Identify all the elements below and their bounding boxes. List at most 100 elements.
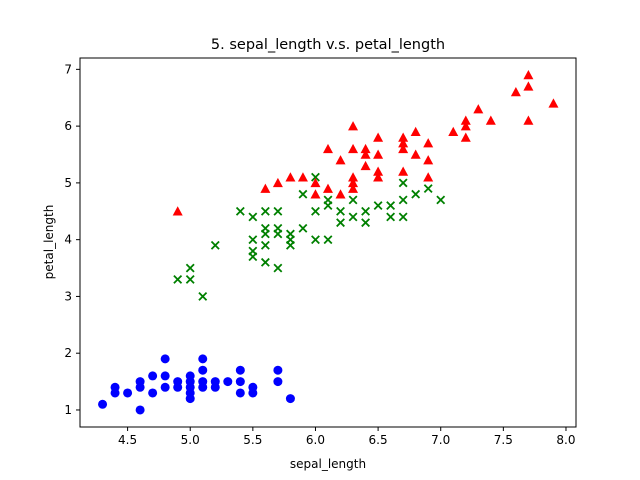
data-point-x [198,291,208,301]
data-point-triangle [272,177,283,188]
data-point-x [323,235,333,245]
data-point-triangle [423,138,434,148]
x-tick-label: 7.5 [494,433,513,447]
data-point-circle [160,371,170,381]
data-point-x [235,206,245,216]
y-axis-label: petal_length [42,205,56,280]
data-point-triangle [373,132,384,142]
x-tick-label: 6.5 [369,433,388,447]
data-point-x [336,218,345,228]
x-tick-label: 6.0 [306,433,325,447]
data-point-x [311,206,320,216]
series-1 [173,172,446,301]
data-point-x [185,263,195,273]
data-point-triangle [348,172,359,182]
plot-marks [98,70,559,415]
data-point-triangle [398,166,409,176]
data-point-x [248,246,258,256]
data-point-circle [198,365,208,375]
data-point-x [398,195,408,205]
y-tick-label: 5 [64,176,72,190]
data-point-x [260,223,270,233]
data-point-circle [148,371,158,381]
data-point-x [436,195,446,205]
data-point-triangle [310,189,321,199]
data-point-triangle [448,126,459,137]
data-point-triangle [348,183,359,193]
x-tick-label: 8.0 [556,433,575,447]
data-point-circle [110,382,120,392]
data-point-circle [135,377,145,387]
data-point-circle [185,371,195,381]
data-point-triangle [548,98,559,108]
data-point-x [260,240,270,250]
data-point-triangle [460,132,471,142]
series-0 [98,354,295,415]
data-point-x [336,206,345,216]
data-point-triangle [523,115,534,125]
data-point-triangle [335,189,346,199]
data-point-triangle [423,172,434,182]
y-tick-label: 1 [64,403,72,417]
data-point-circle [135,405,145,415]
y-tick-label: 4 [64,233,72,247]
data-point-triangle [398,143,409,154]
data-point-triangle [297,172,308,182]
data-point-circle [173,377,183,387]
data-point-triangle [410,149,421,159]
data-point-x [373,201,383,211]
data-point-circle [223,377,233,387]
x-axis-ticks: 4.5 5.0 5.5 6.0 6.5 7.0 7.5 8.0 [118,427,576,447]
data-point-triangle [323,183,333,193]
data-point-triangle [373,166,384,176]
data-point-circle [248,382,258,392]
data-point-x [361,218,371,228]
data-point-triangle [323,143,333,154]
data-point-triangle [523,81,534,91]
data-point-x [185,274,195,284]
data-point-x [248,212,258,222]
data-point-triangle [348,143,359,154]
data-point-x [423,184,433,194]
data-point-circle [148,388,158,398]
data-point-x [273,263,283,273]
data-point-triangle [398,132,409,142]
data-point-triangle [423,155,434,165]
y-tick-label: 3 [64,289,72,303]
x-tick-label: 5.5 [243,433,262,447]
data-point-x [298,223,308,233]
data-point-triangle [373,172,384,182]
data-point-triangle [360,149,371,159]
data-point-x [361,206,371,216]
data-point-x [298,189,308,199]
x-tick-label: 4.5 [118,433,137,447]
data-point-x [348,212,358,222]
data-point-circle [273,365,283,375]
data-point-triangle [348,121,359,131]
data-point-x [398,212,408,222]
x-tick-label: 5.0 [181,433,200,447]
data-point-triangle [348,177,359,188]
series-2 [172,70,559,216]
data-point-x [173,274,183,284]
data-point-x [311,172,320,182]
data-point-x [285,229,295,239]
data-point-circle [285,394,295,404]
data-point-x [210,240,220,250]
data-point-triangle [285,172,296,182]
data-point-x [260,257,270,267]
data-point-x [411,189,421,199]
data-point-triangle [460,115,471,125]
data-point-x [273,206,283,216]
y-tick-label: 6 [64,119,72,133]
data-point-triangle [373,149,384,159]
data-point-circle [160,382,170,392]
data-point-x [323,195,333,205]
data-point-x [248,235,258,245]
data-point-x [386,212,396,222]
data-point-circle [235,365,245,375]
data-point-circle [123,388,133,398]
data-point-circle [198,377,208,387]
